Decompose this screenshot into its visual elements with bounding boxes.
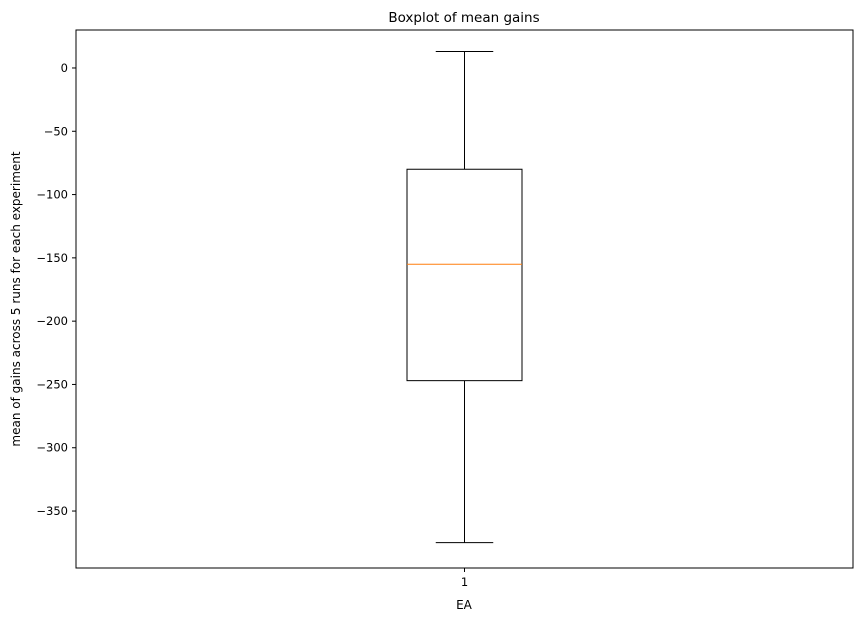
x-axis-label: EA [456, 598, 473, 612]
y-tick-label: −350 [36, 504, 68, 518]
box-iqr [406, 168, 523, 382]
box-group [406, 51, 523, 544]
y-tick-label: −100 [36, 188, 68, 202]
y-tick-label: 0 [61, 61, 68, 75]
x-tick-label: 1 [461, 575, 468, 589]
y-axis-ticks: 0 −50 −100 −150 −200 −250 −300 −350 [36, 61, 76, 518]
y-tick-label: −150 [36, 251, 68, 265]
y-tick-label: −300 [36, 441, 68, 455]
x-axis-ticks: 1 [461, 568, 468, 589]
y-tick-label: −50 [44, 124, 68, 138]
y-tick-label: −250 [36, 377, 68, 391]
y-tick-label: −200 [36, 314, 68, 328]
chart-title: Boxplot of mean gains [388, 10, 539, 26]
y-axis-label: mean of gains across 5 runs for each exp… [9, 151, 23, 446]
